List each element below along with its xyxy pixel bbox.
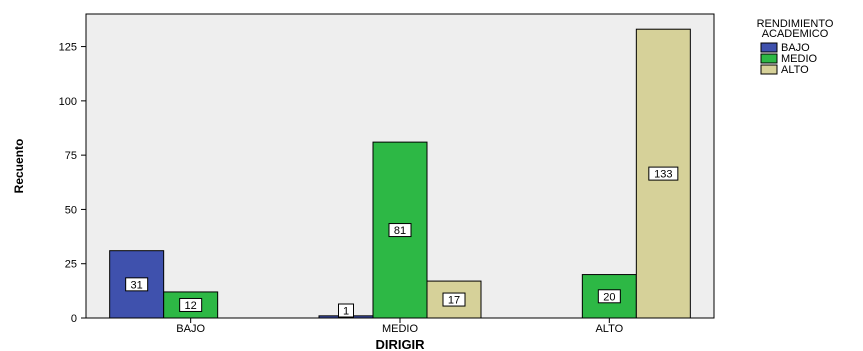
data-label-box — [179, 297, 203, 312]
x-axis: BAJO MEDIO ALTO — [176, 318, 624, 335]
legend-swatch-bajo — [760, 42, 778, 53]
legend-label-medio: MEDIO — [781, 53, 818, 65]
y-tick-label: 50 — [65, 204, 77, 216]
data-label-box — [338, 303, 354, 318]
legend-label-bajo: BAJO — [781, 42, 810, 54]
y-tick-label: 125 — [59, 42, 77, 54]
legend-swatch-medio — [760, 53, 778, 64]
y-axis: 0 25 50 75 100 125 — [59, 42, 86, 325]
y-tick-label: 0 — [71, 313, 77, 325]
data-label: 31 — [125, 277, 149, 292]
y-axis-title: Recuento — [12, 139, 26, 194]
legend-label-alto: ALTO — [781, 64, 809, 76]
x-tick-label: BAJO — [176, 323, 205, 335]
y-tick-label: 25 — [65, 259, 77, 271]
data-label-value: 31 — [131, 279, 143, 291]
x-tick-label: ALTO — [595, 323, 623, 335]
data-label-box — [125, 277, 149, 292]
data-label-value: 17 — [448, 295, 460, 307]
data-label-value: 1 — [343, 306, 349, 318]
data-label-box — [442, 292, 466, 307]
data-label: 17 — [442, 292, 466, 307]
data-label-box — [597, 289, 621, 304]
legend-title-line-1: RENDIMIENTO — [757, 18, 834, 30]
data-label-value: 81 — [394, 225, 406, 237]
data-label: 12 — [179, 297, 203, 312]
y-tick-label: 75 — [65, 150, 77, 162]
bars — [109, 28, 691, 319]
data-label: 133 — [648, 166, 679, 181]
legend-swatch-alto — [760, 64, 778, 75]
y-tick-label: 100 — [59, 96, 77, 108]
data-label-value: 12 — [185, 300, 197, 312]
data-label: 1 — [338, 303, 354, 318]
x-tick-label: MEDIO — [382, 323, 419, 335]
x-axis-title: DIRIGIR — [375, 337, 425, 351]
data-label-value: 20 — [603, 291, 615, 303]
data-label-box — [648, 166, 679, 181]
data-label-value: 133 — [654, 169, 672, 181]
data-label: 20 — [597, 289, 621, 304]
data-labels: 31 1 12 81 20 17 133 — [125, 166, 679, 318]
legend-title-line-2: ACADEMICO — [762, 28, 829, 40]
data-label: 81 — [388, 223, 412, 238]
data-label-box — [388, 223, 412, 238]
